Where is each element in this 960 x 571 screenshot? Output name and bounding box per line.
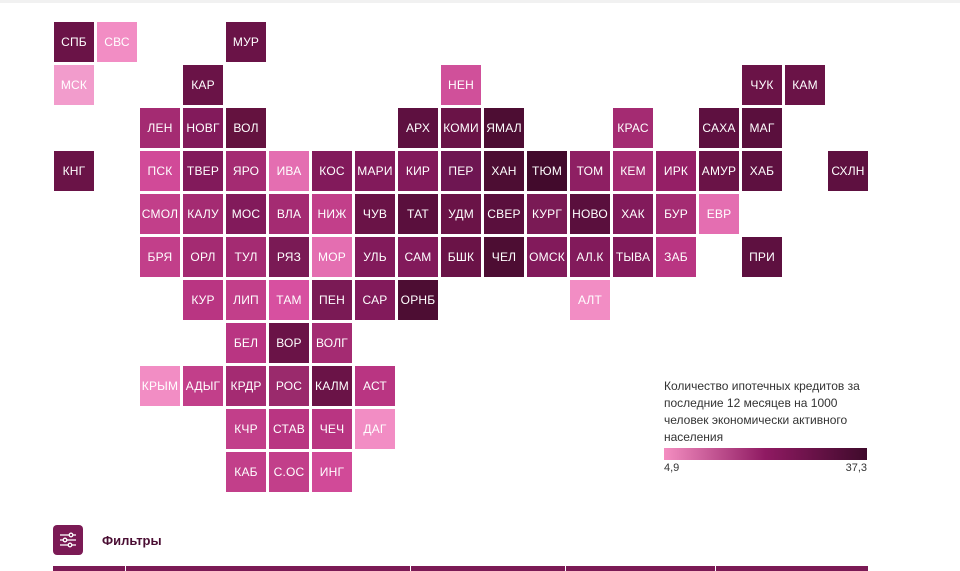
region-tile-бря[interactable]: БРЯ bbox=[140, 237, 180, 277]
region-tile-тул[interactable]: ТУЛ bbox=[226, 237, 266, 277]
region-tile-лен[interactable]: ЛЕН bbox=[140, 108, 180, 148]
legend-max-label: 37,3 bbox=[845, 462, 867, 474]
region-tile-амур[interactable]: АМУР bbox=[699, 151, 739, 191]
region-tile-арх[interactable]: АРХ bbox=[398, 108, 438, 148]
region-tile-пск[interactable]: ПСК bbox=[140, 151, 180, 191]
map-legend: Количество ипотечных кредитов за последн… bbox=[664, 378, 869, 474]
region-tile-твер[interactable]: ТВЕР bbox=[183, 151, 223, 191]
legend-labels: 4,9 37,3 bbox=[664, 462, 867, 474]
region-tile-бур[interactable]: БУР bbox=[656, 194, 696, 234]
legend-color-scale bbox=[664, 448, 867, 460]
region-tile-крдр[interactable]: КРДР bbox=[226, 366, 266, 406]
region-tile-там[interactable]: ТАМ bbox=[269, 280, 309, 320]
region-tile-схлн[interactable]: СХЛН bbox=[828, 151, 868, 191]
region-tile-хан[interactable]: ХАН bbox=[484, 151, 524, 191]
region-tile-рос[interactable]: РОС bbox=[269, 366, 309, 406]
region-tile-чув[interactable]: ЧУВ bbox=[355, 194, 395, 234]
region-tile-вла[interactable]: ВЛА bbox=[269, 194, 309, 234]
region-tile-орл[interactable]: ОРЛ bbox=[183, 237, 223, 277]
region-tile-кчр[interactable]: КЧР bbox=[226, 409, 266, 449]
region-tile-новг[interactable]: НОВГ bbox=[183, 108, 223, 148]
region-tile-удм[interactable]: УДМ bbox=[441, 194, 481, 234]
region-tile-орнб[interactable]: ОРНБ bbox=[398, 280, 438, 320]
region-tile-ямал[interactable]: ЯМАЛ bbox=[484, 108, 524, 148]
region-tile-том[interactable]: ТОМ bbox=[570, 151, 610, 191]
top-divider bbox=[0, 0, 960, 3]
region-tile-мор[interactable]: МОР bbox=[312, 237, 352, 277]
region-tile-чел[interactable]: ЧЕЛ bbox=[484, 237, 524, 277]
region-tile-мск[interactable]: МСК bbox=[54, 65, 94, 105]
region-tile-ива[interactable]: ИВА bbox=[269, 151, 309, 191]
region-tile-чук[interactable]: ЧУК bbox=[742, 65, 782, 105]
region-tile-свс[interactable]: СВС bbox=[97, 22, 137, 62]
legend-min-label: 4,9 bbox=[664, 462, 680, 474]
region-tile-смол[interactable]: СМОЛ bbox=[140, 194, 180, 234]
region-tile-ряз[interactable]: РЯЗ bbox=[269, 237, 309, 277]
filters-button[interactable] bbox=[53, 525, 83, 555]
region-tile-маг[interactable]: МАГ bbox=[742, 108, 782, 148]
region-tile-став[interactable]: СТАВ bbox=[269, 409, 309, 449]
region-tile-кур[interactable]: КУР bbox=[183, 280, 223, 320]
region-tile-кир[interactable]: КИР bbox=[398, 151, 438, 191]
region-tile-хаб[interactable]: ХАБ bbox=[742, 151, 782, 191]
region-tile-каб[interactable]: КАБ bbox=[226, 452, 266, 492]
region-tile-кем[interactable]: КЕМ bbox=[613, 151, 653, 191]
region-tile-кам[interactable]: КАМ bbox=[785, 65, 825, 105]
region-tile-бшк[interactable]: БШК bbox=[441, 237, 481, 277]
region-tile-сар[interactable]: САР bbox=[355, 280, 395, 320]
region-tile-лип[interactable]: ЛИП bbox=[226, 280, 266, 320]
region-tile-ново[interactable]: НОВО bbox=[570, 194, 610, 234]
region-tile-мур[interactable]: МУР bbox=[226, 22, 266, 62]
region-tile-калу[interactable]: КАЛУ bbox=[183, 194, 223, 234]
region-tile-хак[interactable]: ХАК bbox=[613, 194, 653, 234]
region-tile-тюм[interactable]: ТЮМ bbox=[527, 151, 567, 191]
region-tile-волг[interactable]: ВОЛГ bbox=[312, 323, 352, 363]
region-tile-евр[interactable]: ЕВР bbox=[699, 194, 739, 234]
region-tile-кар[interactable]: КАР bbox=[183, 65, 223, 105]
region-tile-яро[interactable]: ЯРО bbox=[226, 151, 266, 191]
filter-dropdown-bar[interactable] bbox=[53, 566, 868, 571]
region-tile-аст[interactable]: АСТ bbox=[355, 366, 395, 406]
region-tile-уль[interactable]: УЛЬ bbox=[355, 237, 395, 277]
region-tile-тыва[interactable]: ТЫВА bbox=[613, 237, 653, 277]
region-tile-мос[interactable]: МОС bbox=[226, 194, 266, 234]
region-tile-вор[interactable]: ВОР bbox=[269, 323, 309, 363]
region-tile-кнг[interactable]: КНГ bbox=[54, 151, 94, 191]
region-tile-ниж[interactable]: НИЖ bbox=[312, 194, 352, 234]
region-tile-нен[interactable]: НЕН bbox=[441, 65, 481, 105]
region-tile-саха[interactable]: САХА bbox=[699, 108, 739, 148]
region-tile-калм[interactable]: КАЛМ bbox=[312, 366, 352, 406]
region-tile-бел[interactable]: БЕЛ bbox=[226, 323, 266, 363]
region-tile-спб[interactable]: СПБ bbox=[54, 22, 94, 62]
region-tile-с.ос[interactable]: С.ОС bbox=[269, 452, 309, 492]
region-tile-заб[interactable]: ЗАБ bbox=[656, 237, 696, 277]
region-tile-чеч[interactable]: ЧЕЧ bbox=[312, 409, 352, 449]
region-tile-тат[interactable]: ТАТ bbox=[398, 194, 438, 234]
region-tile-коми[interactable]: КОМИ bbox=[441, 108, 481, 148]
region-tile-пер[interactable]: ПЕР bbox=[441, 151, 481, 191]
sliders-icon bbox=[60, 532, 76, 548]
region-tile-вол[interactable]: ВОЛ bbox=[226, 108, 266, 148]
filters-section: Фильтры bbox=[53, 525, 162, 555]
region-tile-кос[interactable]: КОС bbox=[312, 151, 352, 191]
legend-title: Количество ипотечных кредитов за последн… bbox=[664, 379, 860, 444]
region-tile-крым[interactable]: КРЫМ bbox=[140, 366, 180, 406]
region-tile-адыг[interactable]: АДЫГ bbox=[183, 366, 223, 406]
region-tile-алт[interactable]: АЛТ bbox=[570, 280, 610, 320]
region-tile-ал.к[interactable]: АЛ.К bbox=[570, 237, 610, 277]
region-tile-омск[interactable]: ОМСК bbox=[527, 237, 567, 277]
region-tile-пен[interactable]: ПЕН bbox=[312, 280, 352, 320]
region-tile-сам[interactable]: САМ bbox=[398, 237, 438, 277]
region-tile-даг[interactable]: ДАГ bbox=[355, 409, 395, 449]
region-tile-крас[interactable]: КРАС bbox=[613, 108, 653, 148]
region-tile-при[interactable]: ПРИ bbox=[742, 237, 782, 277]
region-tile-мари[interactable]: МАРИ bbox=[355, 151, 395, 191]
region-tile-инг[interactable]: ИНГ bbox=[312, 452, 352, 492]
region-tile-ирк[interactable]: ИРК bbox=[656, 151, 696, 191]
filters-label[interactable]: Фильтры bbox=[102, 532, 162, 548]
russia-tile-map: СПБ СВС МУР МСК КАР НЕН ЧУК КАМ ЛЕН НОВГ ВОЛ АРХ КОМ… bbox=[54, 22, 868, 492]
region-tile-кург[interactable]: КУРГ bbox=[527, 194, 567, 234]
region-tile-свер[interactable]: СВЕР bbox=[484, 194, 524, 234]
